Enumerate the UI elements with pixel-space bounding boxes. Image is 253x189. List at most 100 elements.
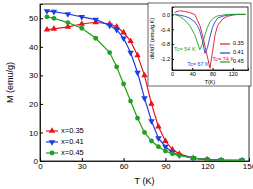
marker (79, 15, 85, 21)
marker (240, 158, 245, 161)
marker (44, 26, 50, 32)
legend-label: 0.45 (233, 58, 244, 64)
legend-label: x=0.35 (61, 126, 84, 135)
tick: 30 (78, 158, 87, 171)
tick-mark (40, 47, 43, 48)
marker (219, 158, 224, 161)
tick-mark (172, 44, 174, 45)
marker (79, 20, 85, 26)
annotation: Tc= 54 K (174, 46, 196, 52)
legend-label: x=0.45 (61, 148, 84, 157)
marker (93, 36, 98, 41)
tick-mark (40, 18, 43, 19)
tick: 60 (120, 158, 129, 171)
marker (128, 99, 133, 104)
tick-label: 0 (171, 71, 174, 77)
marker (65, 20, 70, 25)
tick-mark (172, 59, 174, 60)
marker (155, 123, 161, 129)
plot-area (175, 11, 246, 68)
marker (106, 24, 112, 30)
legend-swatch (220, 52, 230, 53)
tick: -0.4 (161, 26, 174, 32)
tick-label: 0 (34, 157, 39, 166)
marker (135, 116, 140, 121)
tick: 120 (229, 68, 238, 77)
tick-label: 0 (38, 162, 43, 171)
tick-label: 50 (29, 14, 38, 23)
legend-marker (49, 140, 55, 146)
marker (218, 158, 224, 161)
tick: -1.2 (161, 56, 174, 62)
marker (169, 151, 175, 157)
marker (107, 50, 112, 55)
tick-mark (249, 158, 250, 161)
chart-1: 040801200.0-0.4-0.8-1.2T(K)dM/dT (emu/g.… (148, 3, 251, 86)
tick: 50 (29, 14, 43, 23)
marker (149, 139, 154, 144)
tick-label: 10 (29, 129, 38, 138)
legend-label: 0.35 (233, 40, 244, 46)
marker (127, 37, 133, 43)
tick-label: 60 (120, 162, 129, 171)
y-axis: 0 10 20 30 40 50 (29, 5, 43, 167)
inset-box (148, 3, 251, 86)
marker (114, 64, 119, 69)
legend-swatch (220, 61, 230, 62)
tick-mark (172, 29, 174, 30)
tick-label: 80 (210, 71, 216, 77)
marker (205, 157, 210, 161)
marker (44, 9, 50, 15)
tick-label: 30 (29, 71, 38, 80)
tick-mark (124, 158, 125, 161)
marker (51, 25, 57, 31)
tick: 20 (29, 100, 43, 109)
legend-label: 0.41 (233, 49, 244, 55)
tick-mark (213, 68, 214, 70)
marker (93, 18, 99, 24)
marker (93, 19, 99, 25)
legend-marker (50, 151, 55, 156)
marker (79, 26, 84, 31)
tick: 40 (29, 43, 43, 52)
marker (141, 72, 147, 78)
plot-frame (172, 7, 248, 70)
marker (121, 82, 126, 87)
annotation: Tc= 67 K (187, 61, 209, 67)
series-line (175, 14, 246, 53)
series-line (175, 11, 246, 68)
marker (134, 52, 140, 58)
marker (65, 12, 71, 18)
marker (120, 36, 126, 42)
marker (148, 100, 154, 106)
tick-label: 20 (29, 100, 38, 109)
marker (45, 14, 50, 19)
marker (141, 96, 147, 102)
tick-label: 90 (161, 162, 170, 171)
tick-label: 40 (190, 71, 196, 77)
figure: 030609012015001020304050T (K)M (emu/g)x=… (0, 0, 253, 189)
tick-label: -0.8 (161, 41, 170, 47)
tick: 90 (161, 158, 170, 171)
marker (170, 151, 175, 156)
tick-mark (40, 75, 43, 76)
x-axis-title: T(K) (205, 79, 216, 85)
tick-label: -0.4 (161, 26, 170, 32)
tick-mark (40, 104, 43, 105)
tick-mark (172, 14, 174, 15)
tick-mark (40, 132, 43, 133)
y-axis-title: dM/dT (emu/g.K) (149, 18, 155, 59)
marker (52, 16, 57, 21)
tick: 30 (29, 71, 43, 80)
marker (134, 71, 140, 77)
x-axis: 0306090120150 (38, 158, 253, 171)
marker (191, 156, 196, 161)
y-axis: 0.0-0.4-0.8-1.2 (161, 8, 174, 71)
marker (120, 29, 126, 35)
tick-label: 120 (201, 162, 215, 171)
tick-label: -1.2 (161, 56, 170, 62)
marker (190, 156, 196, 161)
axis-line (41, 5, 44, 162)
marker (163, 149, 168, 154)
tick-mark (233, 68, 234, 70)
